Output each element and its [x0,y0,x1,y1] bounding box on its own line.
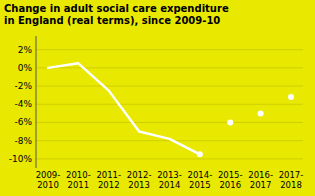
x-tick-label: 2011-2012 [96,170,121,190]
y-tick-label: -4% [14,99,32,109]
y-tick-label: -2% [14,81,32,91]
y-axis [36,36,37,168]
grid-line [36,49,303,50]
grid-line [36,67,303,68]
x-tick-label: 2010-2011 [66,170,91,190]
y-tick-label: -6% [14,117,32,127]
grid [36,50,303,159]
dot [288,94,294,100]
x-tick-label: 2012-2013 [127,170,152,190]
title: Change in adult social care expenditurei… [4,3,229,26]
x-tick-label: 2013-2014 [157,170,182,190]
y-tick-label: -10% [9,154,33,164]
chart: Change in adult social care expenditurei… [0,0,315,196]
grid-line [36,122,303,123]
grid-line [36,140,303,141]
grid-line [36,104,303,105]
grid-line [36,86,303,87]
y-tick-label: 0% [18,63,33,73]
x-tick-label: 2016-2017 [248,170,273,190]
grid-line [36,158,303,159]
dot [197,151,203,157]
plot-area [48,63,294,157]
x-tick-label: 2015-2016 [218,170,243,190]
dot [258,110,264,116]
x-tick-label: 2009-2010 [36,170,61,190]
x-tick-label: 2017-2018 [279,170,304,190]
dot [227,119,233,125]
y-tick-label: -8% [14,136,32,146]
line [48,63,200,154]
y-tick-label: 2% [18,45,33,55]
x-tick-label: 2014-2015 [188,170,213,190]
